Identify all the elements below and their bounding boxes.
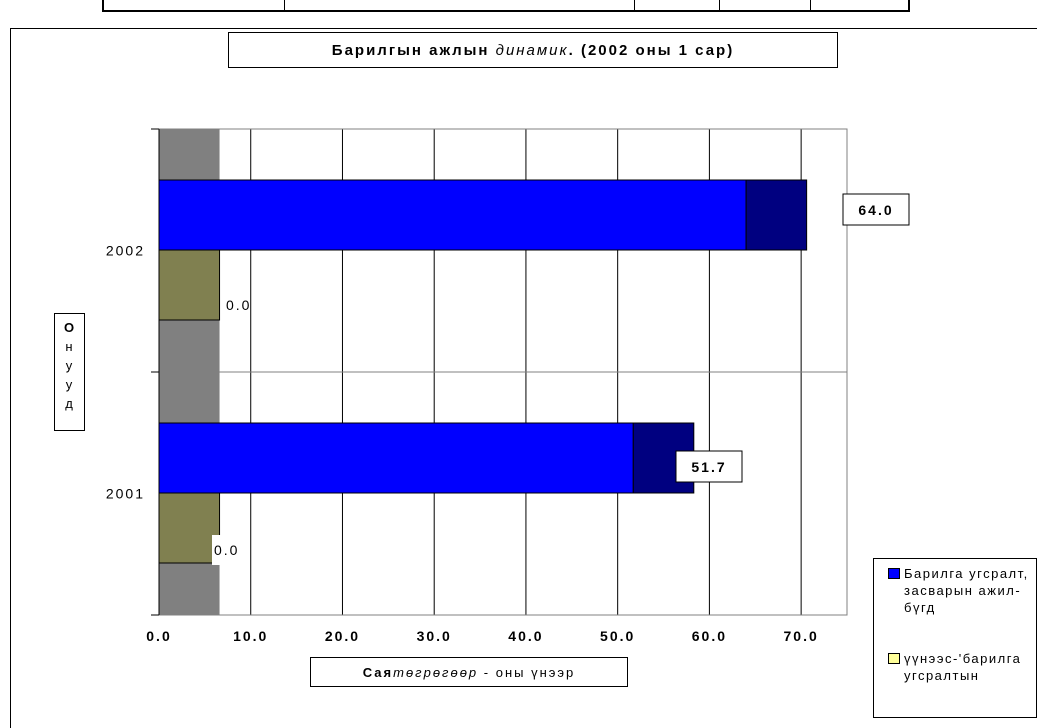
y-axis-label-char: у [65, 358, 74, 373]
legend-item: Барилга угсралт, засварын ажил-бүгд [888, 565, 1030, 616]
chart-area [10, 28, 1037, 728]
chart-legend: Барилга угсралт, засварын ажил-бүгд үүнэ… [873, 558, 1037, 718]
chart-title-italic: динамик [495, 41, 569, 59]
x-axis-label: Сая төгрөгөөр - оны үнээр [310, 657, 628, 687]
legend-label: үүнээс-'барилга угсралтын [904, 651, 1022, 683]
header-cell-divider [284, 0, 285, 12]
header-cell-divider [810, 0, 811, 12]
legend-label: Барилга угсралт, засварын ажил-бүгд [904, 566, 1029, 615]
legend-swatch [888, 653, 900, 664]
y-axis-label: О н у у д [54, 313, 85, 431]
header-cell-divider [634, 0, 635, 12]
legend-swatch [888, 568, 900, 579]
legend-item: үүнээс-'барилга угсралтын [888, 650, 1030, 684]
chart-title: Барилгын ажлын динамик. (2002 оны 1 сар) [228, 32, 838, 68]
x-axis-label-italic: төгрөгөөр [393, 664, 479, 680]
y-axis-label-char: н [65, 339, 74, 354]
y-axis-label-char: у [65, 377, 74, 392]
chart-title-rest: . (2002 оны 1 сар) [568, 41, 735, 59]
page-header-table [102, 0, 910, 12]
header-cell-divider [719, 0, 720, 12]
x-axis-label-rest: - оны үнээр [478, 664, 576, 680]
chart-title-bold: Барилгын ажлын [331, 41, 490, 59]
y-axis-label-char: д [65, 396, 74, 411]
x-axis-label-bold: Сая [362, 664, 394, 680]
y-axis-label-char: О [63, 320, 76, 335]
